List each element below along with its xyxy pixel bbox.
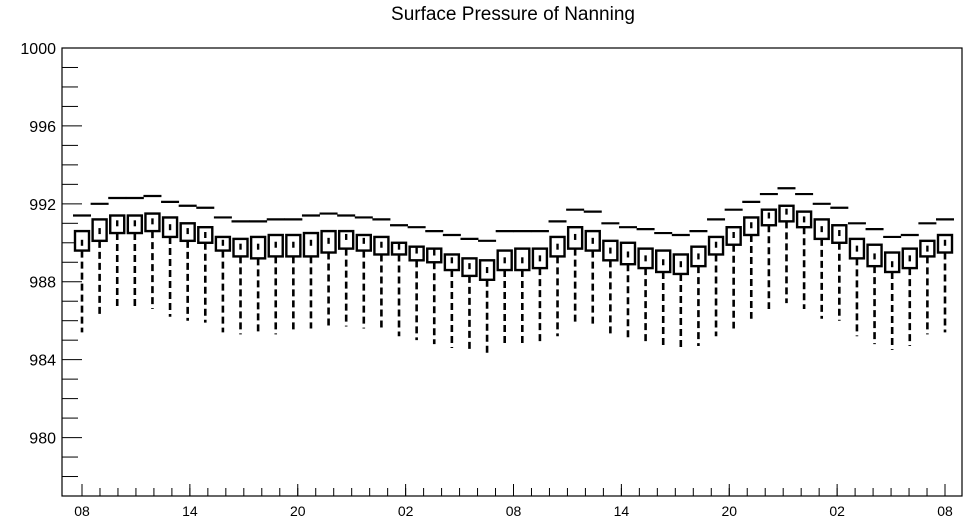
y-tick-label: 984 [29,353,56,370]
y-tick-label: 988 [29,275,56,292]
x-tick-label: 08 [74,503,90,519]
x-tick-label: 14 [614,503,630,519]
x-tick-label: 14 [182,503,198,519]
x-tick-label: 08 [937,503,953,519]
x-tick-label: 20 [290,503,306,519]
x-tick-label: 08 [506,503,522,519]
y-tick-label: 996 [29,119,56,136]
y-tick-label: 1000 [20,41,56,58]
x-tick-label: 20 [721,503,737,519]
chart-title: Surface Pressure of Nanning [391,4,635,25]
x-tick-label: 02 [398,503,414,519]
y-tick-label: 992 [29,197,56,214]
x-tick-label: 02 [829,503,845,519]
plot-frame [61,47,963,497]
y-tick-label: 980 [29,431,56,448]
